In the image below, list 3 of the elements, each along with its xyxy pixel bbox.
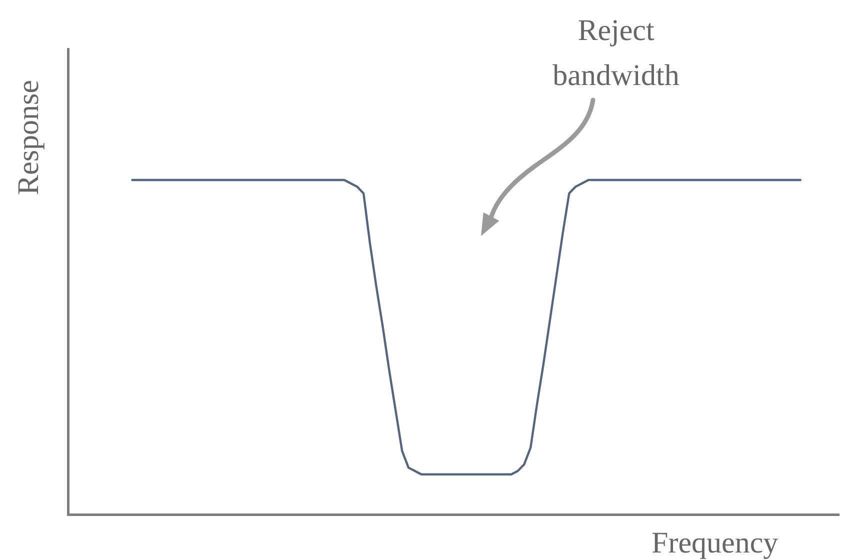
text: Reject bandwidth	[552, 14, 680, 92]
x-axis-title: Frequency	[652, 526, 778, 560]
y-axis-title: Response	[12, 80, 45, 195]
